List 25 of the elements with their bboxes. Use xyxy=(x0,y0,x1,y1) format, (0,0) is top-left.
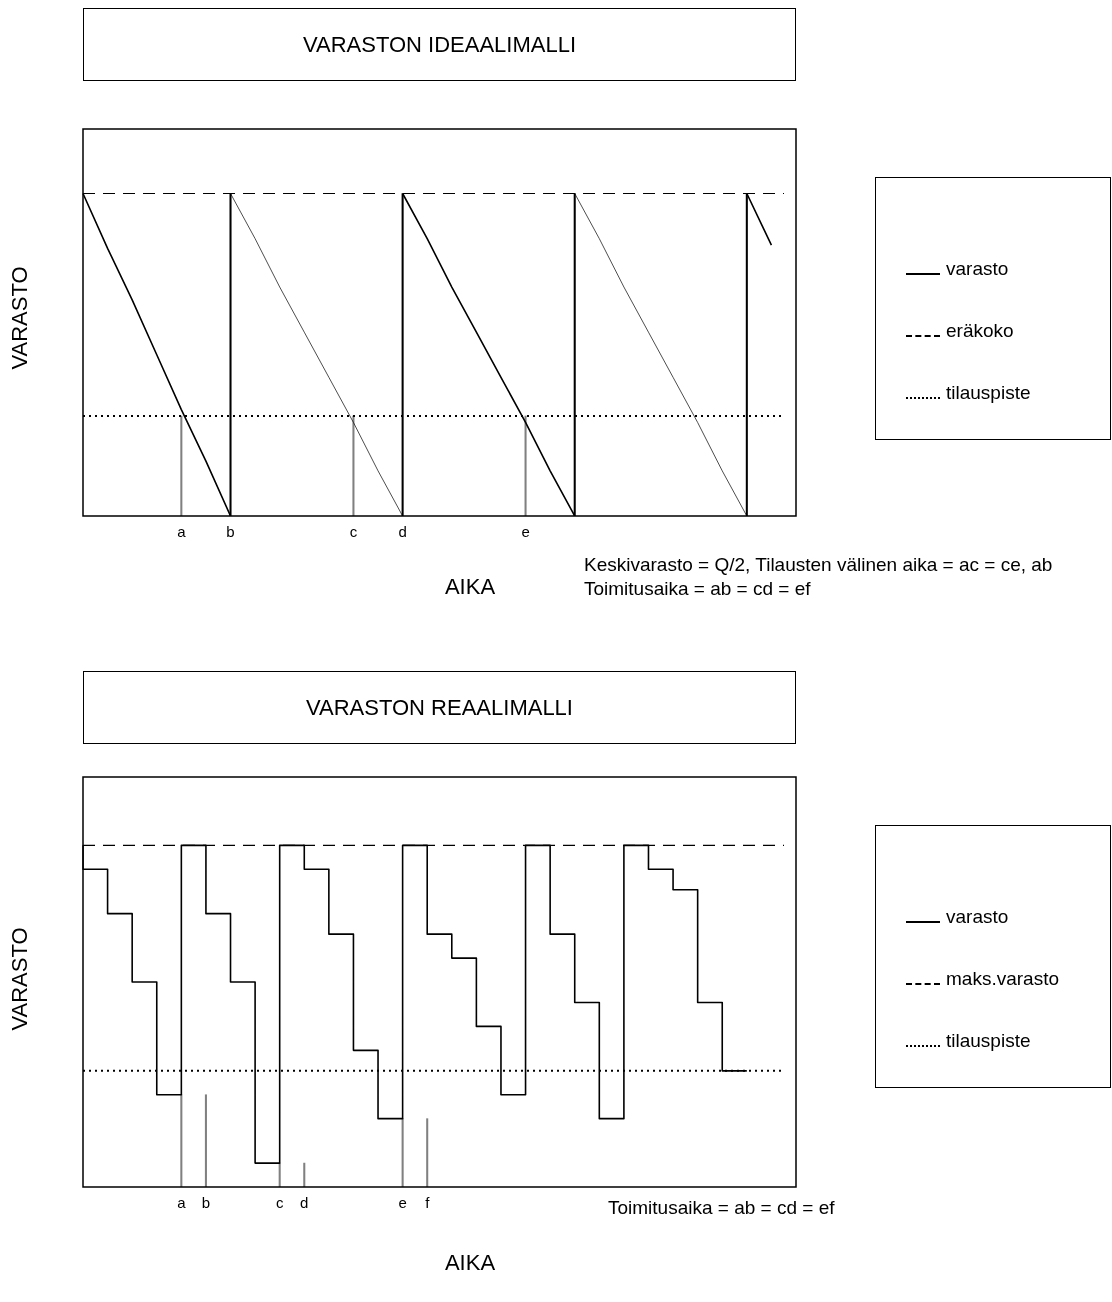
text: Toimitusaika = ab = cd = ef xyxy=(608,1196,836,1220)
x-tick-label: c xyxy=(349,523,358,541)
x-tick-label: b xyxy=(201,1194,211,1212)
x-axis-title: AIKA xyxy=(443,1250,497,1276)
text: Keskivarasto = Q/2, Tilausten välinen aika = ac = ce, ab Toimitusaika = ab = cd = ef xyxy=(584,553,1054,601)
legend-label: tilauspiste xyxy=(946,1030,1031,1052)
y-axis-title: VARASTO xyxy=(7,265,33,372)
x-axis-title: AIKA xyxy=(443,574,497,600)
legend-label: varasto xyxy=(946,258,1009,280)
x-tick-label: d xyxy=(300,1194,309,1212)
chart-title: VARASTON IDEAALIMALLI xyxy=(83,8,796,81)
legend-label: tilauspiste xyxy=(946,382,1031,404)
legend-label: maks.varasto xyxy=(946,968,1059,990)
x-tick-label: d xyxy=(398,523,407,541)
y-axis-title: VARASTO xyxy=(7,926,33,1033)
legend-label: varasto xyxy=(946,906,1009,928)
x-tick-label: a xyxy=(177,523,187,541)
x-tick-label: a xyxy=(177,1194,187,1212)
chart-title: VARASTON REAALIMALLI xyxy=(83,671,796,744)
x-tick-label: f xyxy=(425,1194,431,1212)
legend-label: eräkoko xyxy=(946,320,1014,342)
x-tick-label: e xyxy=(521,523,530,541)
x-tick-label: c xyxy=(275,1194,284,1212)
x-tick-label: e xyxy=(398,1194,407,1212)
x-tick-label: b xyxy=(226,523,235,541)
